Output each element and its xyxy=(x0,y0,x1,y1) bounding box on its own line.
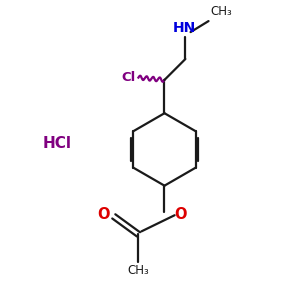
Text: HN: HN xyxy=(172,21,196,35)
Text: O: O xyxy=(97,207,110,222)
Text: CH₃: CH₃ xyxy=(210,5,232,18)
Text: HCl: HCl xyxy=(43,136,72,151)
Text: CH₃: CH₃ xyxy=(128,264,149,277)
Text: Cl: Cl xyxy=(122,71,136,84)
Text: O: O xyxy=(174,207,187,222)
